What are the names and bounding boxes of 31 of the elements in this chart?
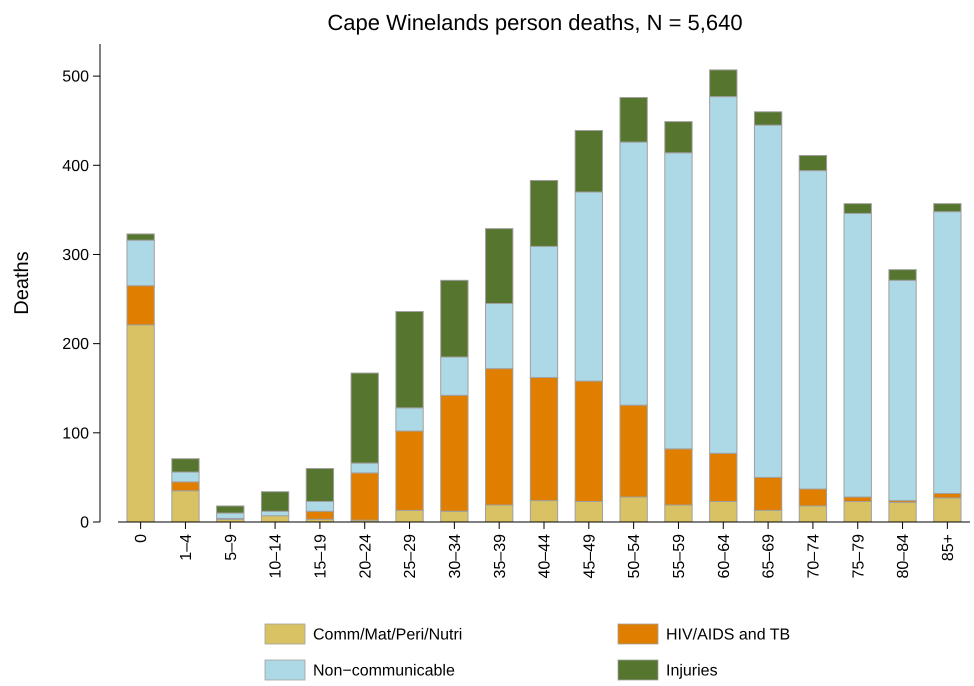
y-tick-label: 0 [80, 514, 90, 532]
legend-label: Comm/Mat/Peri/Nutri [313, 626, 462, 644]
x-tick-label: 25–29 [402, 534, 420, 578]
legend-label: Injuries [666, 662, 718, 680]
x-tick-label: 10–14 [268, 534, 285, 578]
x-tick-label: 15–19 [312, 534, 330, 578]
x-tick-label: 40–44 [536, 534, 554, 578]
x-tick-label: 60–64 [716, 534, 733, 578]
x-tick-label: 50–54 [626, 534, 644, 578]
y-tick-label: 500 [62, 68, 90, 86]
y-tick-label: 200 [62, 336, 90, 354]
x-tick-label: 65–69 [760, 534, 778, 578]
y-tick-label: 400 [62, 158, 90, 175]
x-tick-label: 80–84 [895, 534, 912, 578]
x-tick-label: 20–24 [357, 534, 374, 578]
y-tick-label: 300 [62, 247, 90, 264]
x-tick-label: 55–59 [671, 534, 688, 578]
x-tick-label: 75–79 [850, 534, 868, 578]
legend-label: HIV/AIDS and TB [666, 626, 790, 644]
x-tick-label: 45–49 [581, 534, 598, 578]
x-tick-label: 35–39 [492, 534, 509, 578]
x-tick-label: 0 [133, 534, 150, 543]
y-axis-title: Deaths [11, 251, 33, 315]
legend-label: Non−communicable [313, 662, 455, 680]
x-tick-label: 5–9 [222, 534, 240, 561]
chart-title: Cape Winelands person deaths, N = 5,640 [327, 10, 743, 35]
x-tick-label: 85+ [940, 534, 957, 562]
x-tick-label: 1–4 [178, 534, 196, 561]
x-tick-label: 70–74 [806, 534, 823, 578]
x-tick-label: 30–34 [446, 534, 464, 578]
y-tick-label: 100 [62, 425, 90, 442]
